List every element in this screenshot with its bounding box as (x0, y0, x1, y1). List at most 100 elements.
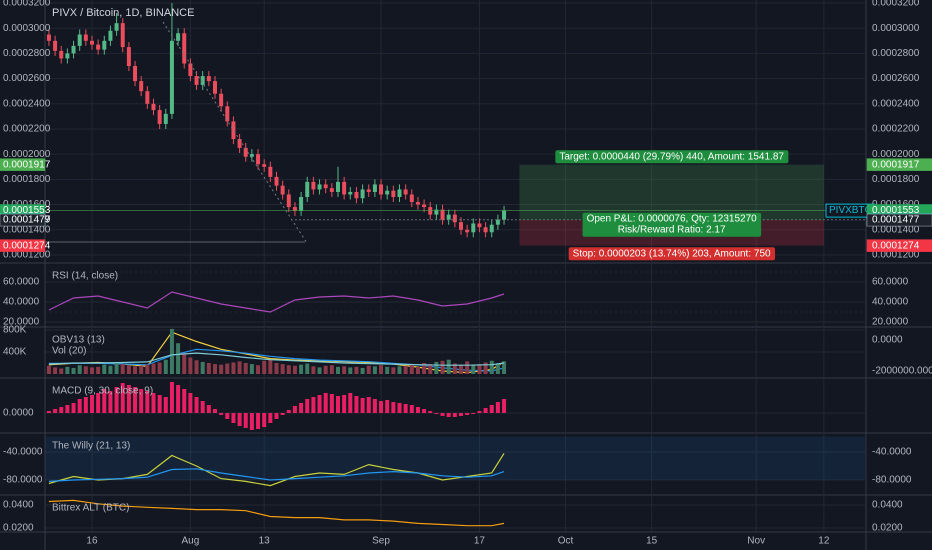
bar (360, 367, 365, 375)
bar (188, 357, 193, 375)
bar (71, 367, 76, 375)
bar (71, 403, 76, 413)
x-tick-label: 13 (259, 536, 271, 547)
y-tick-label: 40.0000 (872, 297, 909, 308)
y-tick-label: 0.0002800 (3, 48, 51, 59)
bar (102, 389, 107, 413)
bar (46, 411, 51, 413)
y-tick-label: 20.0000 (872, 317, 909, 328)
label-box (568, 247, 776, 261)
bar (446, 413, 451, 417)
bar (108, 391, 113, 413)
candle-body (342, 181, 347, 195)
bar (163, 397, 168, 413)
bar (502, 361, 507, 375)
candle-body (231, 121, 236, 140)
bar (176, 343, 181, 375)
x-tick-label: Sep (372, 536, 390, 547)
bar (83, 366, 88, 375)
candle-body (176, 33, 181, 41)
y-tick-label: 0.0001400 (3, 224, 51, 235)
y-tick-label: 400K (3, 347, 27, 358)
y-tick-label: 0.0002200 (872, 124, 920, 135)
bar (391, 367, 396, 375)
candle-body (483, 227, 488, 233)
candle-body (409, 194, 414, 203)
y-tick-label: 0.0400 (3, 500, 34, 511)
y-tick-label: 0.0003200 (872, 0, 920, 9)
bar (145, 391, 150, 413)
candle-body (385, 190, 390, 195)
candle-body (249, 154, 254, 157)
bar (502, 399, 507, 413)
grid (45, 0, 865, 532)
bar (126, 365, 131, 375)
bar (126, 385, 131, 413)
bar (65, 366, 70, 375)
pane-title: MACD (9, 30, close, 9) (52, 386, 153, 397)
x-tick-label: Oct (558, 536, 574, 547)
bar (489, 360, 494, 375)
bar (96, 366, 101, 375)
bar (379, 365, 384, 375)
candle-body (366, 189, 371, 192)
bar (96, 393, 101, 413)
candle-body (335, 181, 340, 192)
chart-title: PIVX / Bitcoin, 1D, BINANCE (52, 7, 194, 19)
bar (483, 408, 488, 413)
y-tick-label: 0.0002400 (872, 98, 920, 109)
candle-body (108, 30, 113, 41)
bar (428, 364, 433, 375)
y-tick-label: 0.0002400 (3, 98, 51, 109)
bar (243, 413, 248, 428)
candle-body (157, 110, 162, 124)
candle-body (237, 139, 242, 148)
y-tick-label: 0.0200 (3, 523, 34, 534)
bar (169, 328, 174, 375)
candle-body (434, 209, 439, 215)
bar (212, 409, 217, 413)
candle-body (83, 34, 88, 41)
candle-body (163, 113, 168, 124)
candle-body (360, 189, 365, 199)
labels: PIVX / Bitcoin, 1D, BINANCE 16 Aug 13 Sep 17… (3, 0, 932, 547)
bar (379, 401, 384, 413)
bar (274, 363, 279, 375)
bar (415, 407, 420, 413)
bar (194, 397, 199, 413)
candle-body (372, 184, 377, 192)
candle-body (415, 202, 420, 205)
label-box (555, 150, 789, 164)
bar (59, 407, 64, 413)
candle-body (200, 76, 205, 85)
stop-label: Stop: 0.0000203 (13.74%) 203, Amount: 75… (573, 248, 771, 259)
price-tag (866, 239, 932, 252)
bar (409, 405, 414, 413)
bar (249, 413, 254, 430)
y-tick-label: 0.0200 (872, 523, 903, 534)
bar (77, 399, 82, 413)
candle-body (256, 154, 261, 165)
bar (415, 366, 420, 375)
bar (440, 413, 445, 416)
bar (262, 413, 267, 427)
pnl-label: Open P&L: 0.0000076, Qty: 12315270 (587, 214, 758, 225)
bar (225, 363, 230, 375)
bar (354, 366, 359, 375)
bar (120, 383, 125, 413)
bar (477, 411, 482, 413)
y-tick-label: 0.0000 (3, 408, 34, 419)
bar (200, 401, 205, 413)
y-tick-label: 0.0400 (872, 500, 903, 511)
bar (434, 413, 439, 414)
bar (89, 395, 94, 413)
bar (145, 364, 150, 375)
bar (133, 366, 138, 375)
bar (286, 410, 291, 413)
bar (317, 367, 322, 375)
bar (83, 397, 88, 413)
bar (403, 404, 408, 413)
candle-body (391, 190, 396, 198)
